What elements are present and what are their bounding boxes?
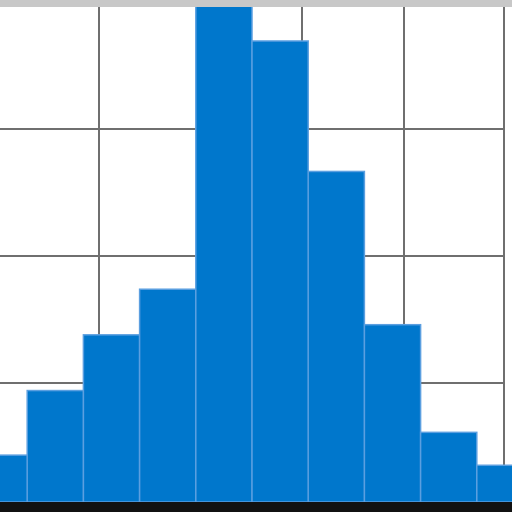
- histogram-bar: [26, 389, 85, 503]
- histogram-bar: [476, 464, 512, 503]
- histogram-bar: [195, 2, 253, 503]
- histogram-bar: [0, 454, 28, 503]
- histogram-bar: [419, 431, 478, 503]
- histogram-bar: [82, 334, 141, 503]
- histogram-bar: [363, 323, 422, 503]
- top-border: [0, 0, 512, 7]
- histogram-bar: [307, 170, 366, 503]
- histogram-bar: [138, 288, 197, 503]
- x-axis-baseline: [0, 502, 512, 512]
- histogram-bar: [251, 40, 309, 503]
